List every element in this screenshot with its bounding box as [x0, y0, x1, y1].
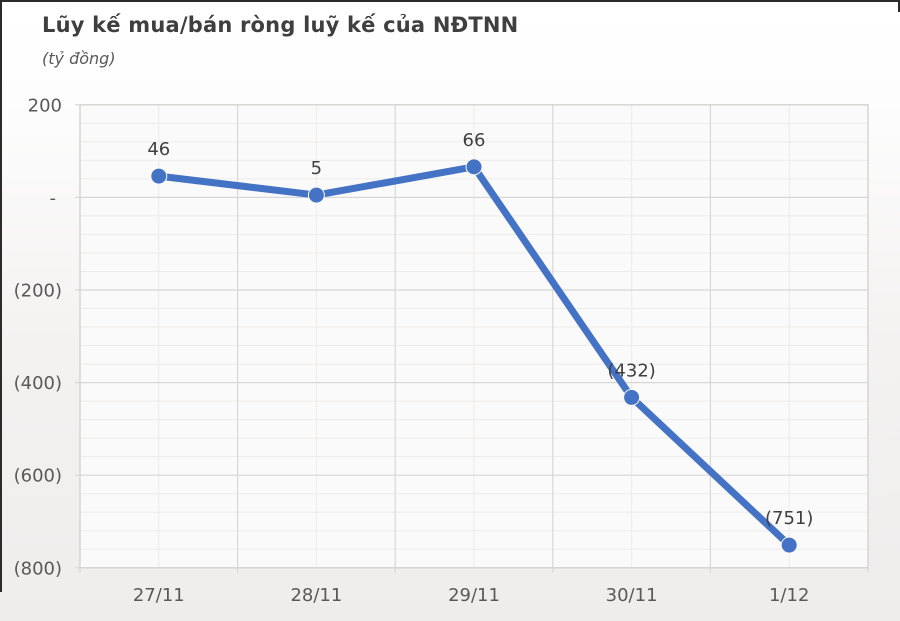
chart-title: Lũy kế mua/bán ròng luỹ kế của NĐTNN: [42, 13, 519, 37]
data-point-marker: [307, 186, 325, 204]
y-tick-label: (800): [14, 558, 62, 579]
x-tick-label: 29/11: [448, 585, 500, 606]
frame-border-right: [898, 0, 900, 12]
data-point-marker: [150, 167, 168, 185]
y-tick-label: (600): [14, 466, 62, 487]
data-label: 46: [147, 139, 170, 160]
plot-border: [79, 104, 869, 569]
data-label: (751): [765, 508, 813, 529]
x-tick-label: 27/11: [133, 585, 185, 606]
frame-border-left: [0, 0, 2, 592]
data-label: 66: [463, 130, 486, 151]
data-point-marker: [623, 388, 641, 406]
y-tick-label: (200): [14, 281, 62, 302]
y-tick-label: 200: [28, 95, 62, 116]
x-tick-label: 1/12: [769, 585, 809, 606]
y-tick-label: (400): [14, 373, 62, 394]
chart-subtitle: (tỷ đồng): [42, 49, 116, 68]
y-tick-label: -: [50, 188, 57, 209]
x-tick-label: 28/11: [290, 585, 342, 606]
data-point-marker: [465, 158, 483, 176]
x-tick-label: 30/11: [606, 585, 658, 606]
frame-border-top: [0, 0, 900, 2]
data-label: (432): [607, 360, 655, 381]
data-point-marker: [780, 536, 798, 554]
data-label: 5: [311, 158, 322, 179]
